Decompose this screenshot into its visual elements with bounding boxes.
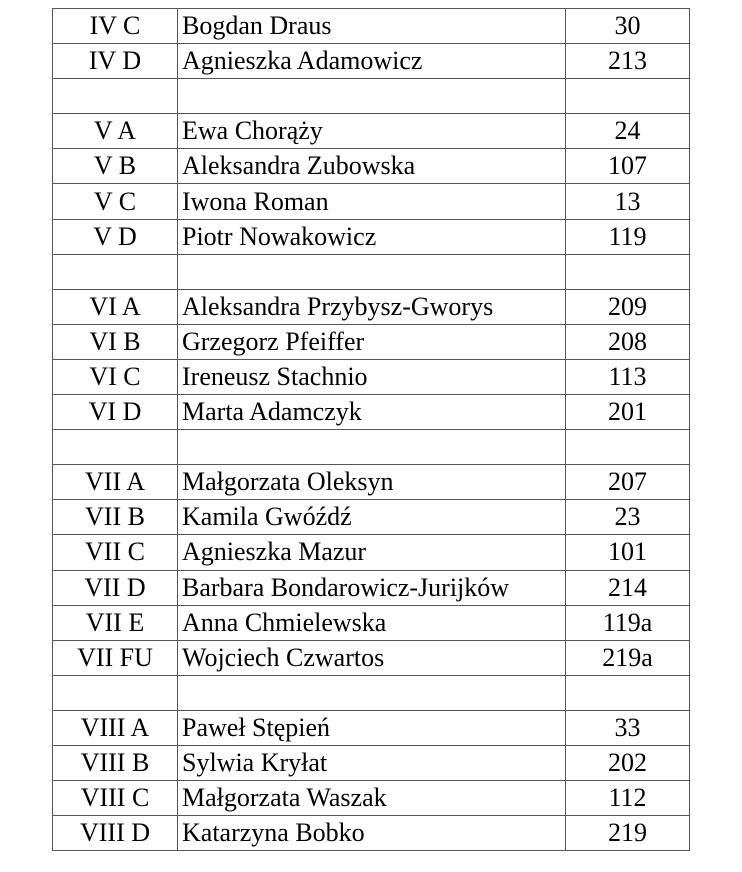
teacher-cell: Agnieszka Mazur [177,534,566,571]
teacher-cell: Grzegorz Pfeiffer [177,323,566,360]
teacher-cell: Agnieszka Adamowicz [177,43,566,80]
room-cell: 113 [565,358,690,396]
class-cell: IV C [52,7,178,45]
room-cell: 214 [565,569,690,606]
class-cell: IV D [52,43,178,80]
teacher-cell: Ewa Chorąży [177,113,566,150]
table-row: VI A Aleksandra Przybysz-Gworys 209 [52,288,690,325]
teacher-cell: Ireneusz Stachnio [177,358,566,396]
class-cell: V D [52,218,178,255]
room-cell: 213 [565,43,690,80]
room-cell: 119 [565,218,690,255]
class-cell: VII B [52,499,178,536]
teacher-cell: Marta Adamczyk [177,394,566,431]
table-row: VIII C Małgorzata Waszak 112 [52,780,690,817]
room-cell: 112 [565,780,690,817]
teacher-cell [177,253,566,290]
teacher-cell: Barbara Bondarowicz-Jurijków [177,569,566,606]
empty-separator-row [52,253,690,290]
teacher-cell: Sylwia Kryłat [177,744,566,782]
table-row: IV C Bogdan Draus 30 [52,7,690,45]
class-cell [52,429,178,466]
table-row: VI D Marta Adamczyk 201 [52,394,690,431]
class-cell [52,78,178,115]
class-cell: V A [52,113,178,150]
table-row: VI C Ireneusz Stachnio 113 [52,358,690,396]
room-cell: 101 [565,534,690,571]
teacher-cell [177,674,566,711]
table-row: VII B Kamila Gwóźdź 23 [52,499,690,536]
teacher-cell: Bogdan Draus [177,7,566,45]
class-cell: VII FU [52,639,178,676]
teacher-cell [177,429,566,466]
table-row: V C Iwona Roman 13 [52,183,690,220]
class-cell: VII E [52,604,178,641]
table-row: VIII A Paweł Stępień 33 [52,709,690,746]
table-row: V D Piotr Nowakowicz 119 [52,218,690,255]
teacher-cell: Małgorzata Waszak [177,780,566,817]
class-cell: VIII C [52,780,178,817]
room-cell: 201 [565,394,690,431]
class-cell: VIII D [52,815,178,852]
class-cell: VI C [52,358,178,396]
room-cell: 209 [565,288,690,325]
class-cell [52,253,178,290]
class-cell: VII D [52,569,178,606]
room-cell: 24 [565,113,690,150]
class-cell: V B [52,148,178,185]
table-row: VII A Małgorzata Oleksyn 207 [52,464,690,501]
table-row: VII C Agnieszka Mazur 101 [52,534,690,571]
teacher-cell: Paweł Stępień [177,709,566,746]
table-body: IV C Bogdan Draus 30 IV D Agnieszka Adamowic… [52,7,690,852]
table-row: V A Ewa Chorąży 24 [52,113,690,150]
class-cell: VIII A [52,709,178,746]
teacher-cell: Aleksandra Zubowska [177,148,566,185]
room-cell: 202 [565,744,690,782]
class-cell: VII C [52,534,178,571]
table-row: VII D Barbara Bondarowicz-Jurijków 214 [52,569,690,606]
room-cell: 119a [565,604,690,641]
class-cell: VII A [52,464,178,501]
teacher-cell: Małgorzata Oleksyn [177,464,566,501]
table-row: VI B Grzegorz Pfeiffer 208 [52,323,690,360]
class-cell: VI B [52,323,178,360]
teacher-cell [177,78,566,115]
teacher-cell: Wojciech Czwartos [177,639,566,676]
room-cell: 23 [565,499,690,536]
room-cell: 107 [565,148,690,185]
room-cell [565,674,690,711]
teacher-cell: Iwona Roman [177,183,566,220]
teacher-cell: Aleksandra Przybysz-Gworys [177,288,566,325]
room-cell: 208 [565,323,690,360]
empty-separator-row [52,78,690,115]
teacher-cell: Katarzyna Bobko [177,815,566,852]
table-row: VII E Anna Chmielewska 119a [52,604,690,641]
class-cell: VIII B [52,744,178,782]
teacher-cell: Anna Chmielewska [177,604,566,641]
class-cell: VI A [52,288,178,325]
room-cell [565,78,690,115]
table-row: VIII B Sylwia Kryłat 202 [52,744,690,782]
room-cell: 219 [565,815,690,852]
room-cell [565,429,690,466]
room-cell: 13 [565,183,690,220]
teacher-cell: Kamila Gwóźdź [177,499,566,536]
room-cell: 33 [565,709,690,746]
table-row: VIII D Katarzyna Bobko 219 [52,815,690,852]
class-cell: V C [52,183,178,220]
table-row: VII FU Wojciech Czwartos 219a [52,639,690,676]
class-cell [52,674,178,711]
room-cell [565,253,690,290]
room-cell: 30 [565,7,690,45]
room-cell: 219a [565,639,690,676]
table-row: IV D Agnieszka Adamowicz 213 [52,43,690,80]
teacher-cell: Piotr Nowakowicz [177,218,566,255]
class-cell: VI D [52,394,178,431]
empty-separator-row [52,429,690,466]
empty-separator-row [52,674,690,711]
table-row: V B Aleksandra Zubowska 107 [52,148,690,185]
room-cell: 207 [565,464,690,501]
class-teacher-room-table: IV C Bogdan Draus 30 IV D Agnieszka Adamowic… [52,7,690,852]
